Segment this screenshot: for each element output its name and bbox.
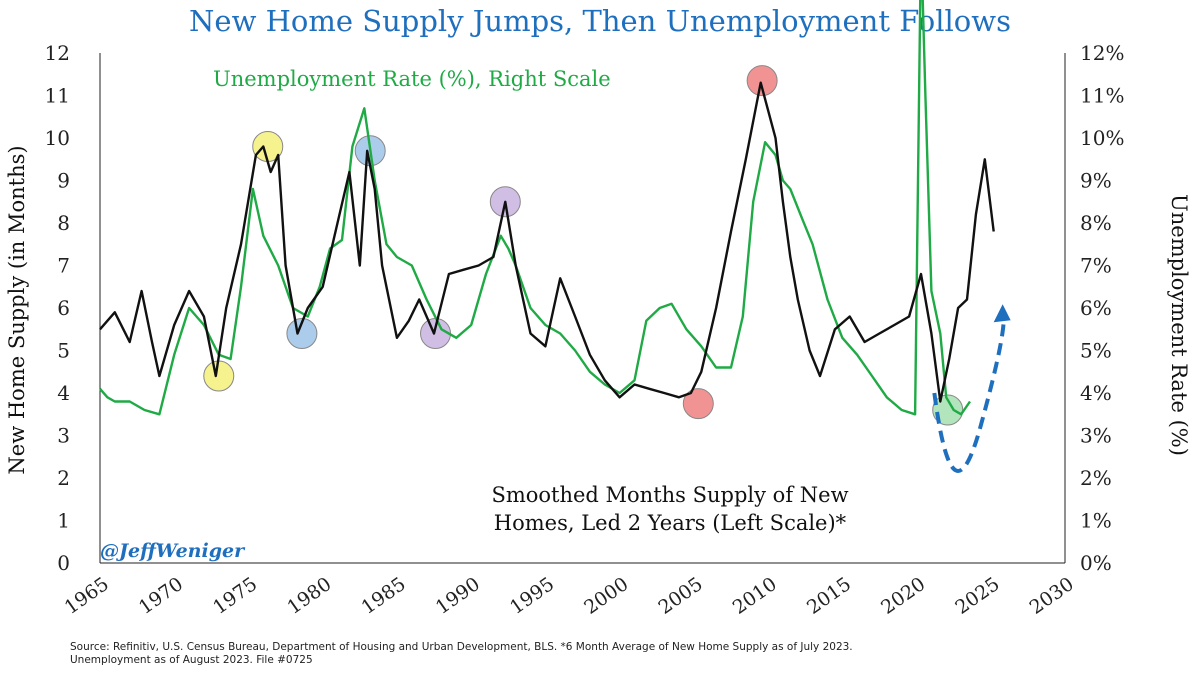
left-tick-label: 1 xyxy=(57,509,70,533)
source-line-2: Unemployment as of August 2023. File #07… xyxy=(70,654,313,666)
right-tick-label: 8% xyxy=(1080,211,1112,235)
unemployment-line xyxy=(99,0,971,416)
watermark: @JeffWeniger xyxy=(100,540,246,562)
right-tick-label: 2% xyxy=(1080,466,1112,490)
y-axis-label-right: Unemployment Rate (%) xyxy=(1167,194,1191,456)
left-tick-label: 6 xyxy=(57,296,70,320)
left-tick-label: 9 xyxy=(57,169,70,193)
x-tick-label: 2025 xyxy=(951,573,1003,619)
x-tick-label: 1970 xyxy=(135,573,187,619)
x-tick-label: 2000 xyxy=(580,573,632,619)
supply-annotation-line2: Homes, Led 2 Years (Left Scale)* xyxy=(494,511,847,535)
x-tick-label: 1980 xyxy=(283,573,335,619)
x-tick-label: 1995 xyxy=(506,573,558,619)
x-tick-label: 1990 xyxy=(432,573,484,619)
left-tick-label: 0 xyxy=(57,551,70,575)
right-tick-label: 6% xyxy=(1080,296,1112,320)
left-tick-label: 12 xyxy=(45,41,70,65)
highlight-markers xyxy=(203,65,964,426)
right-tick-label: 11% xyxy=(1080,84,1124,108)
left-tick-label: 2 xyxy=(57,466,70,490)
axes xyxy=(99,53,1066,564)
right-tick-label: 3% xyxy=(1080,424,1112,448)
left-tick-label: 7 xyxy=(57,254,70,278)
x-tick-label: 1985 xyxy=(358,573,410,619)
highlight-marker xyxy=(746,65,778,97)
x-tick-label: 2015 xyxy=(803,573,855,619)
highlight-marker xyxy=(203,360,235,392)
x-tick-label: 1965 xyxy=(61,573,113,619)
right-tick-label: 5% xyxy=(1080,339,1112,363)
left-tick-label: 10 xyxy=(45,126,70,150)
left-tick-label: 11 xyxy=(45,84,70,108)
right-tick-label: 12% xyxy=(1080,41,1124,65)
supply-annotation-line1: Smoothed Months Supply of New xyxy=(491,483,848,507)
unemployment-annotation: Unemployment Rate (%), Right Scale xyxy=(213,67,611,91)
right-tick-label: 1% xyxy=(1080,509,1112,533)
y-axis-label-left: New Home Supply (in Months) xyxy=(5,145,29,474)
right-tick-label: 9% xyxy=(1080,169,1112,193)
supply-line xyxy=(99,81,995,403)
right-tick-label: 4% xyxy=(1080,381,1112,405)
arrow-head xyxy=(993,304,1011,323)
highlight-marker xyxy=(682,388,714,420)
x-tick-label: 1975 xyxy=(209,573,261,619)
x-tick-label: 2030 xyxy=(1026,573,1078,619)
left-tick-label: 3 xyxy=(57,424,70,448)
x-tick-label: 2005 xyxy=(654,573,706,619)
source-line-1: Source: Refinitiv, U.S. Census Bureau, D… xyxy=(70,641,853,653)
right-tick-label: 7% xyxy=(1080,254,1112,278)
x-tick-label: 2010 xyxy=(729,573,781,619)
recovery-arrow xyxy=(932,311,1006,473)
right-tick-label: 0% xyxy=(1080,551,1112,575)
source-note: Source: Refinitiv, U.S. Census Bureau, D… xyxy=(70,641,1150,667)
left-tick-label: 5 xyxy=(57,339,70,363)
series-lines xyxy=(99,0,1011,473)
highlight-marker xyxy=(286,318,318,349)
left-tick-label: 8 xyxy=(57,211,70,235)
x-tick-label: 2020 xyxy=(877,573,929,619)
left-tick-label: 4 xyxy=(57,381,70,405)
right-tick-label: 10% xyxy=(1080,126,1124,150)
chart-title: New Home Supply Jumps, Then Unemployment… xyxy=(189,4,1011,38)
